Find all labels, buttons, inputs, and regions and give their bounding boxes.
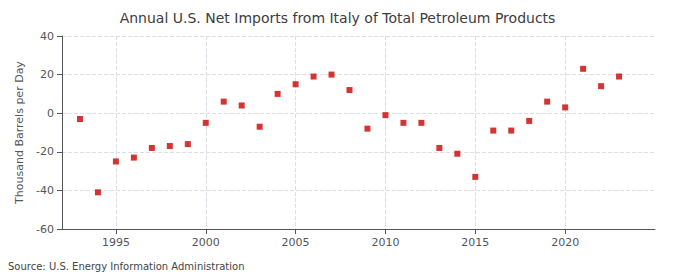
svg-text:1995: 1995	[102, 236, 130, 249]
svg-text:2010: 2010	[371, 236, 399, 249]
svg-text:2015: 2015	[461, 236, 489, 249]
svg-text:Thousand Barrels per Day: Thousand Barrels per Day	[13, 61, 26, 205]
svg-text:40: 40	[40, 30, 54, 43]
svg-text:0: 0	[47, 107, 54, 120]
svg-text:-60: -60	[36, 223, 54, 236]
svg-text:Annual U.S. Net Imports from I: Annual U.S. Net Imports from Italy of To…	[120, 10, 556, 26]
svg-text:-20: -20	[36, 145, 54, 158]
svg-text:Source: U.S. Energy Informatio: Source: U.S. Energy Information Administ…	[8, 261, 245, 272]
svg-text:20: 20	[40, 68, 54, 81]
svg-text:2020: 2020	[551, 236, 579, 249]
svg-text:2000: 2000	[192, 236, 220, 249]
svg-text:-40: -40	[36, 184, 54, 197]
svg-text:2005: 2005	[282, 236, 310, 249]
